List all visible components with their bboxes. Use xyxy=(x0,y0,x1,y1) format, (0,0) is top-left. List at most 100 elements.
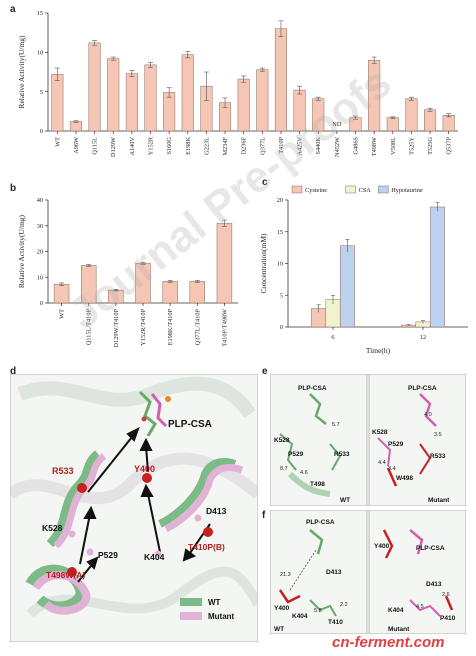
chart-a-bar xyxy=(89,43,101,131)
chart-b-ytick-label: 0 xyxy=(40,300,43,307)
e-mut-tag: Mutant xyxy=(428,497,450,504)
e-wt-label-t498: T498 xyxy=(310,481,325,488)
f-mut-label-y400: Y400 xyxy=(374,543,390,550)
chart-a-xtick-label: WT xyxy=(54,137,61,147)
chart-b-xtick-label: Y152R/T410P xyxy=(140,309,147,346)
chart-c-xtick-label: 6 xyxy=(331,334,334,341)
e-mut-label-r533: R533 xyxy=(430,453,446,460)
label-d413: D413 xyxy=(206,506,227,516)
e-wt-label-r533: R533 xyxy=(334,451,350,458)
chart-a-bar xyxy=(52,74,64,131)
e-wt-tag: WT xyxy=(340,497,350,504)
legend-label-mutant: Mutant xyxy=(208,612,235,621)
chart-a-xtick-label: G486S xyxy=(353,137,360,155)
f-mut-distance-2: 2.6 xyxy=(442,592,450,598)
label-r533: R533 xyxy=(52,466,74,476)
chart-a: 0 5 10 15 Relative Activity(U/mg) WT A96W Q115L… xyxy=(0,0,476,172)
e-wt-distance-2: 8.7 xyxy=(280,466,288,472)
e-wt-label-p529: P529 xyxy=(288,451,304,458)
e-mut-label-p529: P529 xyxy=(388,441,404,448)
chart-b-xtick-label: T410P/T498W xyxy=(221,309,228,347)
chart-a-bar xyxy=(126,74,138,131)
chart-a-bar xyxy=(257,70,269,131)
panel-label-f: f xyxy=(262,510,265,521)
e-wt-distance-1: 5.7 xyxy=(332,422,340,428)
chart-a-xtick-label: A96W xyxy=(73,137,80,154)
structure-panel-f: PLP-CSA Y400 D413 K404 T410 21.3 5.8 2.2… xyxy=(270,510,466,634)
e-wt-label-ligand: PLP-CSA xyxy=(298,385,327,392)
chart-a-bar xyxy=(70,122,82,131)
f-wt-distance-1: 21.3 xyxy=(280,572,291,578)
chart-a-ylabel: Relative Activity(U/mg) xyxy=(17,35,26,109)
chart-a-xtick-label: T525G xyxy=(427,137,434,155)
chart-a-xtick-label: G223L xyxy=(203,137,210,155)
chart-b-bar xyxy=(163,281,178,303)
chart-c-ytick-label: 15 xyxy=(277,229,283,236)
chart-a-bar xyxy=(182,55,194,131)
chart-c-legend-swatch xyxy=(292,186,302,193)
chart-a-ytick-label: 0 xyxy=(40,128,43,135)
legend-label-wt: WT xyxy=(208,598,221,607)
chart-c-ytick-label: 5 xyxy=(280,292,283,299)
f-wt-label-y400: Y400 xyxy=(274,605,290,612)
chart-a-xtick-label: T525Y xyxy=(408,137,415,155)
chart-c-legend-label: Cysteine xyxy=(305,187,327,194)
label-t410pb: T410P(B) xyxy=(188,542,225,552)
chart-c-ytick-label: 20 xyxy=(277,197,283,204)
chart-a-bar xyxy=(145,65,157,131)
chart-c: 0 5 10 15 20 Concentration(mM) 6 12 Time(h) Cyste… xyxy=(250,175,476,365)
chart-a-xtick-label: Y152R xyxy=(148,136,155,155)
chart-c-ytick-label: 0 xyxy=(280,324,283,331)
chart-b-ylabel: Relative Activity(U/mg) xyxy=(17,214,26,288)
f-wt-tag: WT xyxy=(274,626,284,633)
chart-a-bar xyxy=(163,92,175,131)
chart-b-bar xyxy=(190,281,205,303)
chart-a-xtick-label: M234F xyxy=(222,137,229,156)
chart-b-xtick-label: WT xyxy=(59,309,66,319)
chart-b-ytick-label: 40 xyxy=(37,197,43,204)
chart-b-xtick-label: E198K/T410P xyxy=(167,309,174,346)
f-wt-label-k404: K404 xyxy=(292,613,308,620)
chart-a-xtick-label: A140V xyxy=(129,137,136,156)
chart-a-xtick-label: T498W xyxy=(371,137,378,156)
chart-a-ytick-label: 10 xyxy=(37,50,43,57)
f-wt-label-d413: D413 xyxy=(326,569,342,576)
e-mut-label-k528: K528 xyxy=(372,429,388,436)
chart-a-xtick-label: S160G xyxy=(166,137,173,155)
e-mut-distance-4: 3.4 xyxy=(388,466,396,472)
chart-c-xtick-label: 12 xyxy=(420,334,426,341)
chart-a-bar xyxy=(238,79,250,131)
chart-b-ytick-label: 10 xyxy=(37,274,43,281)
f-wt-label-t410: T410 xyxy=(328,619,343,626)
f-mut-tag: Mutant xyxy=(388,626,410,633)
e-mut-distance-1: 4.0 xyxy=(424,412,432,418)
chart-a-bar xyxy=(275,29,287,131)
f-wt-label-ligand: PLP-CSA xyxy=(306,519,335,526)
panel-e-mutant-frame xyxy=(369,374,466,506)
chart-c-legend-label: CSA xyxy=(359,187,372,194)
e-mut-distance-2: 3.5 xyxy=(434,432,442,438)
label-p529: P529 xyxy=(98,550,118,560)
chart-a-xtick-label: D236F xyxy=(241,137,248,155)
chart-c-ylabel: Concentration(mM) xyxy=(259,233,268,293)
chart-a-bar xyxy=(107,59,119,131)
label-k404: K404 xyxy=(144,552,165,562)
e-wt-distance-3: 4.6 xyxy=(300,470,308,476)
e-mut-label-w498: W498 xyxy=(396,475,413,482)
chart-c-legend-label: Hypotaurine xyxy=(391,187,423,194)
e-mut-distance-3: 4.4 xyxy=(378,460,386,466)
label-k528: K528 xyxy=(42,523,63,533)
e-wt-label-k528: K528 xyxy=(274,437,290,444)
chart-a-xtick-label: Q115L xyxy=(92,137,99,155)
label-y400: Y400 xyxy=(134,464,155,474)
chart-a-bar xyxy=(424,110,436,131)
f-mut-label-p410: P410 xyxy=(440,615,456,622)
legend-swatch-wt xyxy=(180,598,202,606)
chart-c-bar xyxy=(430,207,444,327)
chart-c-ytick-label: 10 xyxy=(277,261,283,268)
chart-a-xtick-label: D129W xyxy=(110,137,117,157)
chart-c-xlabel: Time(h) xyxy=(366,346,391,355)
chart-a-bar xyxy=(387,118,399,131)
panel-label-e: e xyxy=(262,366,268,377)
chart-c-bar xyxy=(340,246,354,327)
